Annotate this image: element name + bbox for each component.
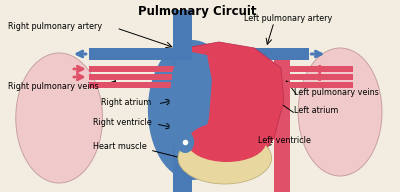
Bar (276, 74, 353, 80)
Text: Right atrium: Right atrium (100, 98, 151, 107)
Ellipse shape (148, 40, 236, 180)
Bar (192, 48, 308, 60)
Ellipse shape (187, 122, 266, 162)
Bar (89, 82, 180, 88)
Bar (89, 74, 180, 80)
Text: Right ventricle: Right ventricle (93, 118, 152, 127)
Bar (89, 66, 180, 72)
Ellipse shape (298, 48, 382, 176)
Text: Right pulmonary veins: Right pulmonary veins (8, 82, 98, 91)
Polygon shape (176, 42, 284, 180)
Bar (274, 48, 290, 192)
Text: Left pulmonary artery: Left pulmonary artery (244, 14, 333, 23)
Ellipse shape (176, 131, 194, 153)
Text: Right pulmonary artery: Right pulmonary artery (8, 22, 102, 31)
Text: Left ventricle: Left ventricle (258, 136, 311, 145)
Bar (172, 10, 192, 192)
Text: Left atrium: Left atrium (294, 106, 338, 115)
Text: Heart muscle: Heart muscle (93, 142, 146, 151)
Polygon shape (170, 52, 212, 162)
Text: Pulmonary Circuit: Pulmonary Circuit (138, 5, 256, 18)
Ellipse shape (178, 132, 272, 184)
Bar (89, 48, 180, 60)
Text: Left pulmonary veins: Left pulmonary veins (294, 88, 378, 97)
Bar (276, 82, 353, 88)
Bar (172, 10, 192, 60)
Ellipse shape (16, 53, 102, 183)
Bar (276, 66, 353, 72)
